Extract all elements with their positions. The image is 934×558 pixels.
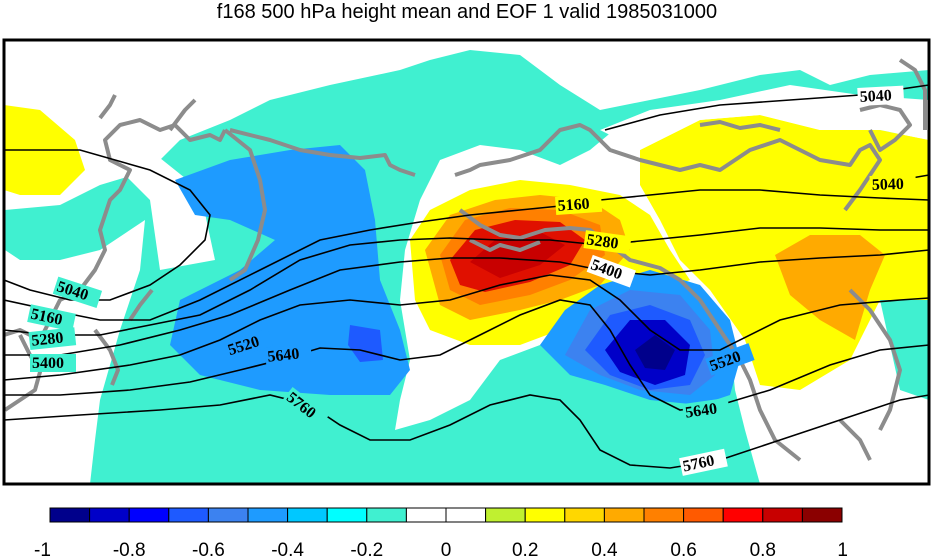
colorbar-swatch xyxy=(247,507,289,523)
eof-shade-navy-east xyxy=(635,335,675,370)
colorbar-swatch xyxy=(168,507,209,523)
colorbar-swatch xyxy=(683,507,724,523)
map-frame xyxy=(2,38,931,486)
contour-label-5400-w: 5400 xyxy=(32,355,64,372)
colorbar-tick-label: 0.8 xyxy=(750,540,776,558)
colorbar-tick-label: 0.2 xyxy=(512,540,538,558)
colorbar-swatch xyxy=(287,507,328,523)
colorbar-swatch xyxy=(801,507,843,523)
coastline-siberia-north xyxy=(229,128,416,177)
contour-5760 xyxy=(4,394,929,469)
colorbar: -1 -0.8 -0.6 -0.4 -0.2 0 0.2 0.4 0.6 0.8 1 xyxy=(34,507,848,558)
eof-shade-white-east xyxy=(600,85,929,150)
contour-label-5760-e: 5760 xyxy=(681,452,716,475)
colorbar-swatch xyxy=(603,507,645,523)
coastline-hudson xyxy=(859,103,912,152)
coastline-korea xyxy=(93,328,120,386)
eof-shade-cyan-east xyxy=(880,290,929,400)
colorbar-swatch xyxy=(762,507,803,523)
contour-5160 xyxy=(4,189,929,321)
contour-5400 xyxy=(4,249,929,356)
colorbar-tick-label: -0.8 xyxy=(113,540,146,558)
colorbar-swatch xyxy=(445,507,487,523)
contour-5640 xyxy=(4,299,929,411)
colorbar-tick-label: -0.2 xyxy=(350,540,383,558)
contour-5040-west xyxy=(4,149,211,301)
contour-label-5160-e: 5160 xyxy=(557,196,590,215)
colorbar-tick-label: 0 xyxy=(441,540,452,558)
colorbar-tick-label: 1 xyxy=(837,540,848,558)
coastline-alaska-south xyxy=(458,208,802,462)
map-title: f168 500 hPa height mean and EOF 1 valid… xyxy=(216,1,718,23)
coastline-arctic-siberia xyxy=(98,94,117,120)
colorbar-swatch xyxy=(326,507,368,523)
colorbar-swatch xyxy=(524,507,566,523)
colorbar-tick-label: -0.4 xyxy=(271,540,304,558)
colorbar-swatch xyxy=(485,507,526,523)
colorbar-swatch xyxy=(643,507,685,523)
contour-label-5040-e: 5040 xyxy=(872,176,905,194)
coastline-alaska xyxy=(454,123,882,212)
colorbar-swatch xyxy=(128,507,170,523)
eof-shade-orange-east xyxy=(775,235,885,340)
coastline-kuril xyxy=(128,288,154,322)
contour-label-5280-e: 5280 xyxy=(585,231,619,252)
coastline-arctic-islands xyxy=(699,120,781,132)
colorbar-swatch xyxy=(722,507,764,523)
colorbar-tick-label: 0.6 xyxy=(670,540,696,558)
contour-5280 xyxy=(4,227,929,336)
height-contours xyxy=(4,84,929,469)
contour-label-5160-w: 5160 xyxy=(29,306,64,329)
coastline-japan xyxy=(4,334,42,412)
contour-label-5640-e: 5640 xyxy=(684,400,718,421)
eof-shading xyxy=(4,40,929,484)
colorbar-tick-label: -1 xyxy=(34,540,51,558)
contour-label-5640-w: 5640 xyxy=(267,346,301,366)
coastline-greenland xyxy=(898,58,927,130)
coastline-okhotsk xyxy=(168,98,197,132)
colorbar-swatch xyxy=(49,507,91,523)
coastline-us-west xyxy=(848,288,902,431)
colorbar-swatch xyxy=(89,507,130,523)
coastline-baja xyxy=(838,418,872,461)
coastline-kamchatka xyxy=(223,128,267,282)
colorbar-swatch xyxy=(207,507,249,523)
coastline-aleutians xyxy=(469,238,541,252)
colorbar-swatch xyxy=(405,507,447,523)
contour-5520 xyxy=(4,274,929,381)
colorbar-tick-label: 0.4 xyxy=(591,540,618,558)
eof-shade-darkred-ridge xyxy=(470,232,565,278)
colorbar-tick-label: -0.6 xyxy=(192,540,225,558)
colorbar-swatch xyxy=(564,507,605,523)
contour-label-5280-w: 5280 xyxy=(31,330,65,350)
colorbar-swatch xyxy=(366,507,407,523)
contour-label-5040-ne: 5040 xyxy=(859,87,892,106)
